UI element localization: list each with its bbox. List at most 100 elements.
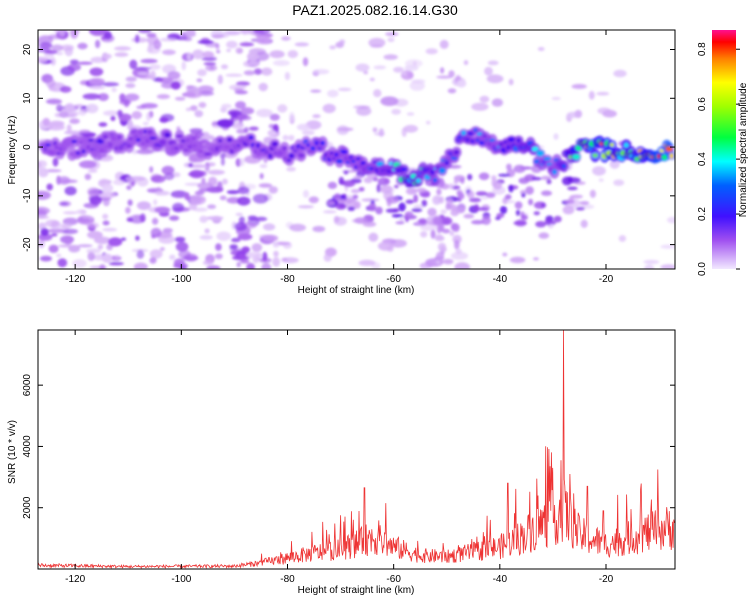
heatmap-cell [258,82,268,92]
colorbar-gradient [712,30,736,269]
heatmap-cell [273,250,279,257]
heatmap-cell [263,234,279,242]
heatmap-cell [592,153,598,158]
heatmap-cell [450,209,460,217]
heatmap-cell [201,177,206,184]
heatmap-cell [235,47,243,54]
heatmap-cell [103,53,112,59]
y-tick-label: 6000 [22,374,33,397]
heatmap-cell [202,51,214,59]
heatmap-cell [571,84,587,89]
heatmap-cell [259,173,264,180]
heatmap-cell [151,217,159,225]
y-tick-label: 0 [22,144,33,150]
heatmap-cell [495,216,501,220]
heatmap-cell [592,166,606,176]
heatmap-cell [322,103,336,114]
heatmap-cell [184,253,198,262]
heatmap-cell [231,122,245,129]
heatmap-cell [579,201,590,205]
heatmap-cell [320,140,325,146]
heatmap-cell [164,132,171,138]
heatmap-cell [553,215,562,223]
heatmap-cell [60,223,73,229]
heatmap-cell [469,197,482,203]
heatmap-cell [188,156,199,163]
heatmap-cell [354,217,368,224]
heatmap-cell [56,253,62,258]
heatmap-cell [201,134,215,141]
heatmap-cell [101,82,119,87]
heatmap-cell [90,56,106,64]
heatmap-cell [439,177,444,187]
heatmap-cell [479,95,490,103]
heatmap-cell [48,87,57,91]
heatmap-cell [289,223,307,232]
heatmap-cell [598,178,604,182]
heatmap-cell [406,112,415,116]
heatmap-cell [458,192,465,200]
heatmap-cell [411,208,423,213]
heatmap-cell [89,195,102,206]
heatmap-cell [92,150,100,155]
heatmap-cell [455,248,462,255]
heatmap-cell [342,180,356,188]
heatmap-cell [454,149,460,155]
heatmap-cell [272,242,280,248]
heatmap-cell [215,43,220,50]
heatmap-cell [541,190,552,196]
heatmap-cell [197,182,213,190]
y-tick-label: 2000 [22,496,33,519]
heatmap-cell [169,254,176,260]
heatmap-cell [385,32,399,37]
heatmap-cell [380,96,399,106]
heatmap-cell [146,33,157,38]
heatmap-cell [263,223,276,231]
heatmap-cell [296,123,310,131]
heatmap-cell [215,253,223,260]
heatmap-cell [112,179,126,186]
heatmap-cell [132,149,138,155]
heatmap-cell [297,205,314,209]
heatmap-cell [186,30,196,37]
heatmap-cell [137,177,149,187]
heatmap-cell [395,221,405,225]
heatmap-cell [87,187,100,197]
heatmap-cell [45,143,51,147]
heatmap-cell [413,204,425,209]
heatmap-cell [64,46,74,57]
heatmap-cell [38,167,49,178]
heatmap-cell [198,102,207,108]
heatmap-cell [74,104,84,108]
heatmap-cell [220,64,229,70]
heatmap-cell [190,105,198,111]
heatmap-cell [513,220,527,226]
x-tick-label: -60 [386,574,401,585]
heatmap-cell [401,167,407,171]
heatmap-cell [133,262,148,269]
heatmap-cell [207,169,225,175]
heatmap-cell [418,218,427,225]
heatmap-cell [487,60,499,66]
heatmap-cell [491,178,497,188]
heatmap-cell [327,89,339,98]
heatmap-cell [159,247,165,251]
line-x-axis-label: Height of straight line (km) [298,585,415,596]
x-tick-label: -80 [280,574,295,585]
heatmap-cell [40,228,49,236]
heatmap-cell [363,71,369,75]
colorbar-tick-label: 0.2 [697,207,708,221]
heatmap-cell [198,149,204,154]
heatmap-cell [289,111,295,122]
heatmap-cell [253,30,271,35]
heatmap-cell [38,56,48,63]
heatmap-cell [51,233,58,237]
snr-series-line [38,330,675,569]
heatmap-cell [59,86,72,93]
heatmap-cell [117,109,123,117]
heatmap-cell [323,210,337,214]
x-tick-label: -80 [280,274,295,285]
heatmap-cell [480,196,488,200]
heatmap-cell [486,74,504,84]
heatmap-cell [243,126,249,133]
